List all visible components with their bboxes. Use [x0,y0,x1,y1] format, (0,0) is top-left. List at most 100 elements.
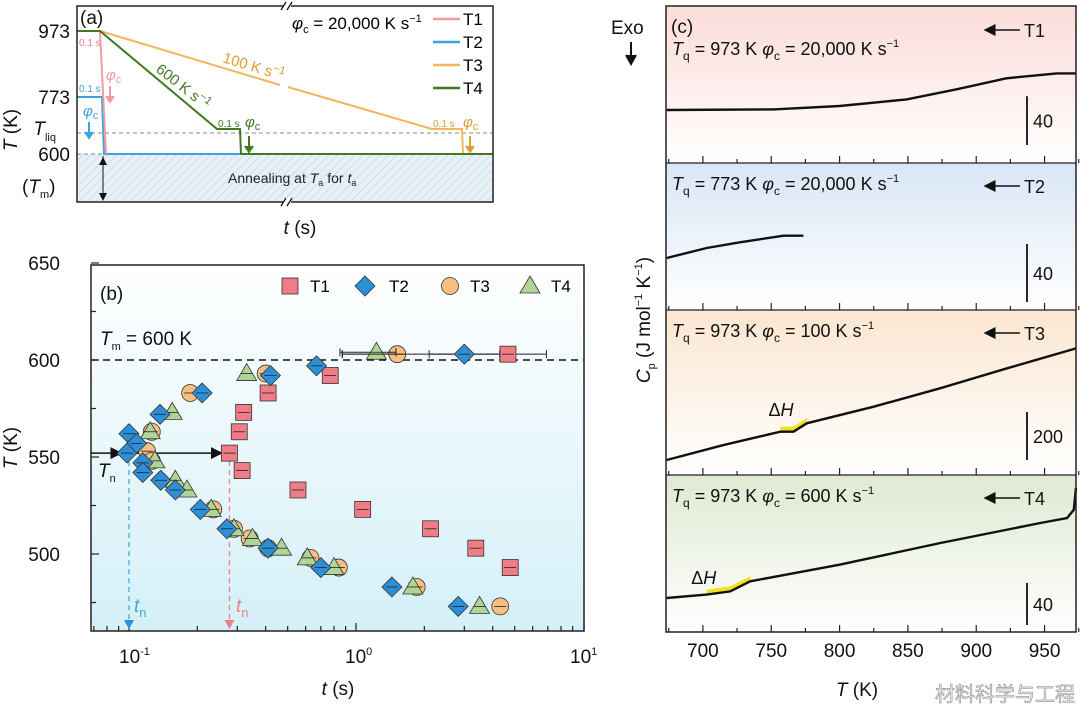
data-point-T4 [365,341,388,360]
subpanel-series-label: T4 [1024,489,1045,509]
legend-label: T4 [463,79,483,98]
panel-label-c: (c) [671,17,693,38]
subpanel-bg-T4 [666,475,1076,632]
legend-label: T1 [463,10,483,29]
y-tick-label: 973 [38,22,70,43]
exo-label: Exo [611,18,644,39]
y-tick-label: 600 [38,145,70,166]
series-line-T3 [99,30,493,155]
phic-label-T2: φc [83,103,99,122]
tm-label: Tm = 600 K [100,329,192,353]
condition-label-T2: Tq = 773 K φc = 20,000 K s−1 [672,173,899,198]
hold-label-T4: 0.1 s [218,119,240,130]
delta-h-label: ΔH [691,568,717,588]
y-axis-label-a: T (K) [1,109,22,151]
data-point-T4 [236,362,258,381]
series-line-T1 [99,30,107,155]
data-point-T4 [139,420,161,440]
x-axis-label-a: t (s) [284,218,317,239]
delta-h-area [706,576,751,594]
series-line-T4 [77,30,493,155]
scatter-points [116,341,547,617]
x-axis-label-b: t (s) [322,679,355,700]
x-tick-label: 100 [345,646,372,668]
data-point-T4 [296,547,318,566]
legend-a: T1 T2 T3 T4 [433,10,483,98]
data-point-T4 [468,595,491,614]
subpanel-bg-T2 [666,163,1076,310]
arrow-down-icon [465,136,475,154]
tn-label: Tn [98,461,116,485]
delta-h-label: ΔH [769,400,795,420]
arrow-down-icon [105,86,115,104]
legend-label: T2 [463,33,483,52]
hold-label-T2: 0.1 s [79,84,101,95]
watermark: 材料科学与工程 [935,683,1075,706]
y-tick-label: 773 [38,88,70,109]
cp-curves [666,72,1078,625]
panel-label-a: (a) [80,8,103,29]
phic-label-T4: φc [245,114,261,133]
triangle-down-icon [124,620,134,629]
cp-curve-T4 [666,487,1078,600]
y-tick-label-tm: (Tm) [22,177,55,201]
phic-label-T3: φc [463,114,479,133]
axis-ticks-b [91,262,585,631]
legend-marker-T2 [354,275,376,297]
x-tick-label: 850 [892,641,924,662]
annealing-region [77,154,493,202]
subpanel-labels: 40 Tq = 973 K φc = 20,000 K s−1 T1 40 Tq = 7… [672,21,1063,615]
subpanel-bg-T3 [666,310,1076,475]
subpanel-series-label: T1 [1024,21,1045,41]
cp-curve-T3 [666,347,1077,462]
x-tick-labels-c: 700 750 800 850 900 950 [687,641,1060,662]
scale-bar-label: 200 [1033,427,1063,447]
legend-label: T2 [389,277,409,296]
panel-a: (a) 973 773 Tliq 600 (Tm) T (K) t (s) φc… [1,1,494,239]
subpanel-series-label: T3 [1024,324,1045,344]
condition-label-T4: Tq = 973 K φc = 600 K s−1 [672,485,874,510]
hold-label-T3: 0.1 s [433,119,455,130]
condition-label-T3: Tq = 973 K φc = 100 K s−1 [672,320,874,345]
x-tick-label: 900 [960,641,992,662]
cp-curve-T2 [666,234,804,260]
x-tick-label: 10-1 [119,646,150,668]
y-tick-label: 550 [28,448,60,469]
hold-label-T1: 0.1 s [79,38,101,49]
tn-time-label-T2: tn [134,596,147,620]
legend-label: T4 [551,277,571,296]
x-tick-label: 950 [1029,641,1061,662]
triangle-down-icon [224,620,235,629]
annealing-label: Annealing at Ta for ta [228,170,356,188]
panel-b: (b) Tm = 600 K Tn tn tn 650 600 550 500 … [1,254,597,700]
legend-marker-T3 [441,277,459,295]
panel-c: (c) Exo 40 Tq = 973 K φc = 20,000 K s−1 T1… [611,5,1080,706]
panel-label-b: (b) [100,284,123,305]
axes-frame-b [90,264,585,632]
scale-bar-label: 40 [1033,264,1053,284]
x-tick-label: 800 [824,641,856,662]
legend-label: T3 [470,277,490,296]
legend-b: T1 T2 T3 T4 [281,275,571,297]
y-tick-label-tliq: Tliq [33,119,56,144]
y-tick-label: 600 [28,351,60,372]
x-tick-label: 101 [570,646,597,668]
rate-label-600: 600 K s−1 [153,59,215,113]
y-axis-label-b: T (K) [1,427,22,469]
scale-bar-label: 40 [1033,595,1053,615]
subpanel-bg-T1 [666,6,1076,163]
x-tick-label: 700 [687,641,719,662]
y-tick-label: 650 [28,254,60,275]
data-point-T4 [241,527,264,546]
legend-marker-T1 [281,277,299,295]
axes-frame-c [665,5,1077,633]
exo-arrow-icon [625,42,637,67]
data-point-T4 [402,576,424,595]
rate-note: φc = 20,000 K s−1 [292,13,422,36]
x-axis-label-c: T (K) [836,680,878,701]
arrow-down-icon [244,136,254,154]
axis-break-marks [280,1,293,207]
cp-curve-T1 [666,72,1076,112]
legend-marker-T4 [519,275,541,294]
